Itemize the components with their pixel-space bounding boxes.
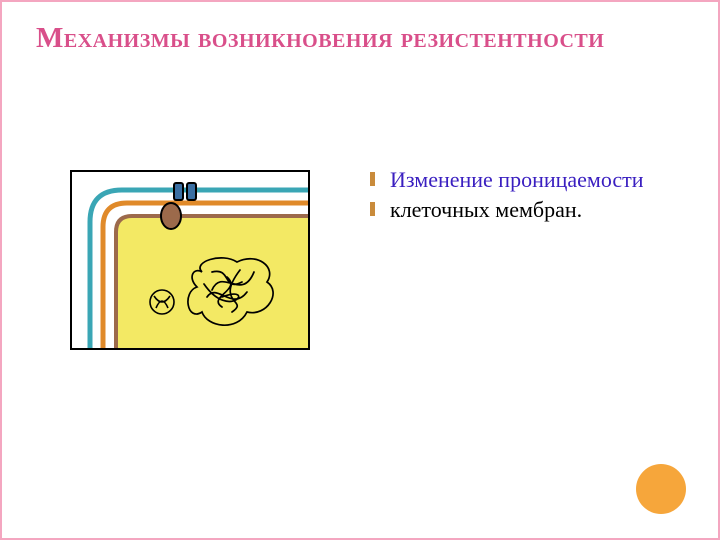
list-item-text: клеточных мембран. bbox=[390, 197, 582, 222]
bullet-list: Изменение проницаемости клеточных мембра… bbox=[370, 166, 680, 225]
diagram-svg bbox=[72, 172, 310, 350]
cytoplasm bbox=[117, 217, 310, 350]
vesicle bbox=[161, 203, 181, 229]
porin-right bbox=[187, 183, 196, 200]
list-item-text: Изменение проницаемости bbox=[390, 167, 644, 192]
decoration-circle bbox=[636, 464, 686, 514]
page-title: Механизмы возникновения резистентности bbox=[36, 22, 690, 55]
list-item: клеточных мембран. bbox=[370, 196, 680, 224]
porin-left bbox=[174, 183, 183, 200]
list-item: Изменение проницаемости bbox=[370, 166, 680, 194]
cell-membrane-diagram bbox=[70, 170, 310, 350]
